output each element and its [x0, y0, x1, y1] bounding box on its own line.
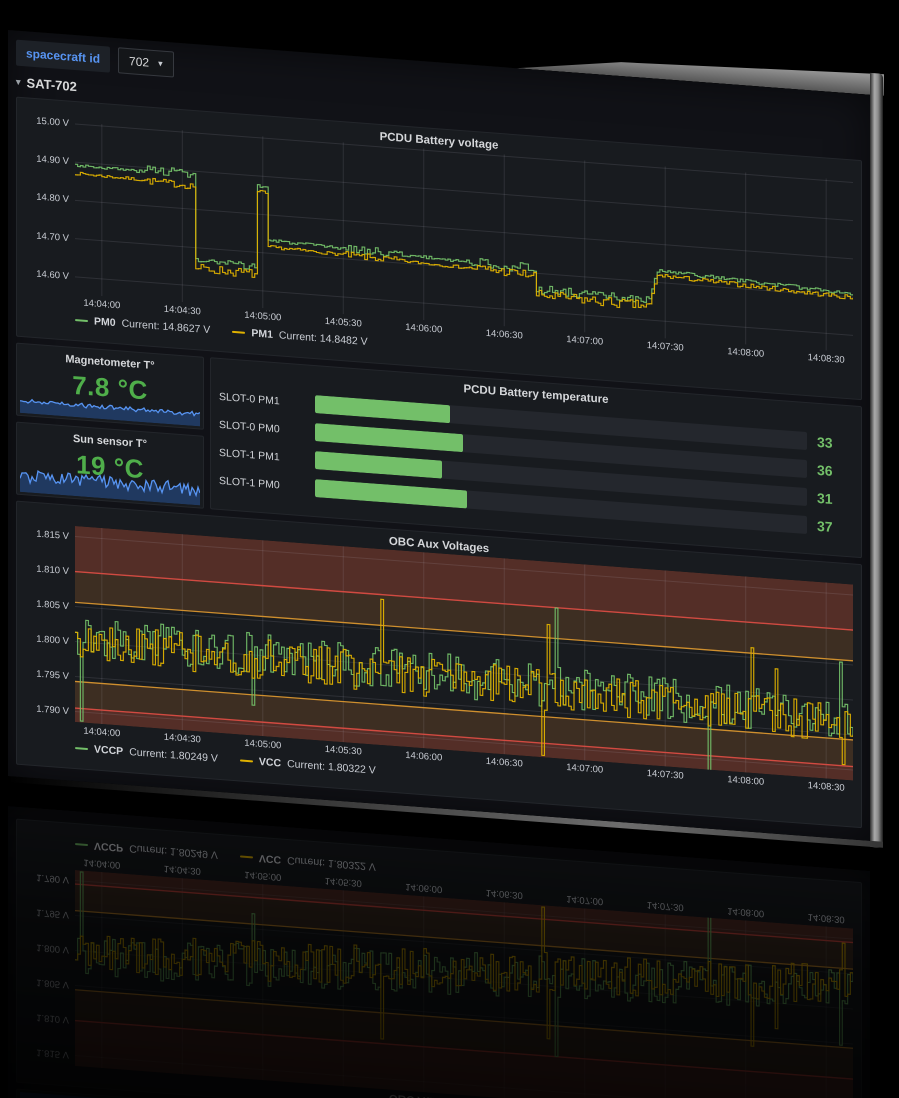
- sparkline: [20, 381, 200, 427]
- bar-value: 31: [817, 489, 833, 507]
- series: [75, 122, 853, 352]
- dashboard-screen: spacecraft id 702 ▾ ▾ SAT-702 PCDU Batte…: [8, 30, 870, 848]
- legend-series-value: Current: 14.8482 V: [278, 329, 368, 349]
- legend-series-name: VCC: [258, 755, 282, 770]
- middle-row: Magnetometer T° 7.8 °C Sun sensor T° 19 …: [16, 342, 862, 559]
- x-axis-label: 14:08:30: [807, 780, 845, 794]
- y-axis-label: 15.00 V: [36, 115, 69, 129]
- y-axis-label: 1.815 V: [36, 528, 69, 542]
- spacecraft-id-dropdown[interactable]: 702 ▾: [118, 47, 174, 78]
- bar-value: 36: [817, 461, 833, 479]
- grid: [75, 526, 853, 781]
- stat-column: Magnetometer T° 7.8 °C Sun sensor T° 19 …: [16, 342, 204, 509]
- legend-series-value: Current: 1.80322 V: [287, 757, 376, 777]
- bar-label: SLOT-1 PM1: [219, 446, 280, 463]
- legend-series-name: VCCP: [94, 743, 124, 758]
- x-axis-label: 14:08:30: [807, 352, 845, 366]
- x-axis-label: 14:04:30: [163, 731, 201, 746]
- panel-obc-aux-voltages: OBC Aux Voltages 1.815 V 1.810 V 1.805 V 1.…: [16, 500, 862, 829]
- bar-label: SLOT-0 PM0: [219, 418, 280, 435]
- x-axis-label: 14:08:00: [727, 346, 765, 360]
- variable-label: spacecraft id: [26, 46, 101, 66]
- panel-pcdu-battery-voltage: PCDU Battery voltage 15.00 V 14.90 V 14.80…: [16, 96, 862, 401]
- y-axis-label: 1.805 V: [36, 598, 69, 612]
- plot-area[interactable]: [75, 122, 853, 352]
- x-axis-label: 14:06:30: [485, 755, 523, 770]
- x-axis-label: 14:08:00: [727, 774, 765, 788]
- y-axis: 15.00 V 14.90 V 14.80 V 14.70 V 14.60 V: [25, 115, 75, 294]
- y-axis-label: 14.80 V: [36, 191, 69, 206]
- bar-label: SLOT-0 PM1: [219, 390, 280, 407]
- series-color-swatch: [232, 330, 246, 334]
- y-axis-label: 1.790 V: [36, 703, 69, 717]
- grafana-dashboard: spacecraft id 702 ▾ ▾ SAT-702 PCDU Batte…: [8, 806, 870, 1098]
- legend-series-name: PM1: [251, 327, 273, 341]
- y-axis-label: 1.810 V: [36, 563, 69, 577]
- plot-area[interactable]: [75, 526, 853, 780]
- legend-series-value: Current: 1.80249 V: [129, 746, 218, 765]
- bar-fill: [315, 478, 467, 508]
- caret-down-icon: ▾: [158, 57, 163, 69]
- series-color-swatch: [239, 759, 253, 763]
- variable-label-chip: spacecraft id: [16, 39, 111, 73]
- x-axis-label: 14:07:00: [566, 333, 604, 348]
- bar-fill: [315, 394, 451, 423]
- bar-value: 37: [817, 517, 833, 535]
- legend-series-name: PM0: [94, 315, 116, 330]
- series-color-swatch: [75, 747, 88, 751]
- y-axis-label: 14.60 V: [36, 268, 69, 282]
- panel-magnetometer-temp: Magnetometer T° 7.8 °C: [16, 342, 204, 430]
- x-axis-label: 14:07:30: [646, 340, 684, 354]
- x-axis-label: 14:07:00: [566, 761, 604, 776]
- dropdown-value: 702: [129, 54, 150, 70]
- panel-sun-sensor-temp: Sun sensor T° 19 °C: [16, 421, 204, 509]
- y-axis-label: 14.70 V: [36, 230, 69, 244]
- x-axis-label: 14:05:00: [244, 309, 282, 324]
- bar-fill: [315, 422, 463, 452]
- x-axis-label: 14:05:30: [324, 315, 362, 330]
- x-axis-label: 14:06:30: [485, 327, 523, 342]
- sparkline: [20, 460, 200, 506]
- chevron-down-icon: ▾: [16, 76, 21, 87]
- x-axis-label: 14:04:00: [83, 297, 121, 312]
- x-axis-label: 14:05:30: [324, 743, 362, 758]
- y-axis: 1.815 V 1.810 V 1.805 V 1.800 V 1.795 V 1.790…: [25, 522, 75, 722]
- legend-series-value: Current: 14.8627 V: [121, 317, 211, 337]
- bar-fill: [315, 450, 443, 479]
- series-color-swatch: [75, 319, 88, 323]
- bar-label: SLOT-1 PM0: [219, 474, 280, 491]
- row-title: SAT-702: [26, 74, 77, 94]
- y-axis-label: 14.90 V: [36, 153, 69, 168]
- x-axis-label: 14:04:30: [163, 303, 201, 318]
- x-axis-label: 14:04:00: [83, 725, 121, 740]
- x-axis-label: 14:05:00: [244, 737, 282, 752]
- x-axis-label: 14:06:00: [405, 749, 443, 764]
- series: [75, 526, 853, 780]
- grafana-dashboard: spacecraft id 702 ▾ ▾ SAT-702 PCDU Batte…: [8, 30, 870, 841]
- screen-reflection: spacecraft id 702 ▾ ▾ SAT-702 PCDU Batte…: [8, 806, 870, 1098]
- y-axis-label: 1.795 V: [36, 668, 69, 682]
- bar-value: 33: [817, 433, 833, 451]
- x-axis-label: 14:06:00: [405, 321, 443, 336]
- y-axis-label: 1.800 V: [36, 633, 69, 647]
- screen-right-bezel: [870, 72, 883, 848]
- x-axis-label: 14:07:30: [646, 768, 684, 782]
